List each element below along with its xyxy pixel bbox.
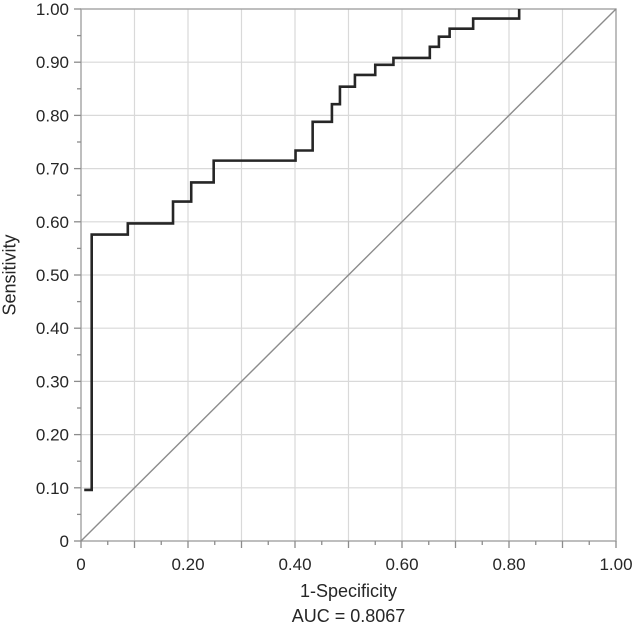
y-tick-label: 0.70 xyxy=(36,160,69,179)
y-tick-label: 1.00 xyxy=(36,0,69,19)
y-tick-label: 0.50 xyxy=(36,266,69,285)
y-tick-label: 0.10 xyxy=(36,479,69,498)
chance-diagonal-line xyxy=(80,8,617,542)
y-tick-label: 0.80 xyxy=(36,106,69,125)
x-tick-label: 0.60 xyxy=(385,555,418,574)
roc-curve-line xyxy=(84,9,521,492)
x-tick-label: 0 xyxy=(76,555,85,574)
x-axis-title: 1-Specificity xyxy=(299,581,398,601)
y-axis-title: Sensitivity xyxy=(0,234,20,316)
x-tick-label: 0.20 xyxy=(171,555,204,574)
y-tick-label: 0.20 xyxy=(36,426,69,445)
x-tick-label: 0.40 xyxy=(278,555,311,574)
y-tick-label: 0.40 xyxy=(36,319,69,338)
x-tick-label: 0.80 xyxy=(492,555,525,574)
auc-annotation: AUC = 0.8067 xyxy=(291,606,406,626)
y-tick-label: 0.30 xyxy=(36,372,69,391)
y-tick-label: 0.90 xyxy=(36,53,69,72)
y-tick-label: 0 xyxy=(60,532,69,551)
y-tick-label: 0.60 xyxy=(36,213,69,232)
x-tick-label: 1.00 xyxy=(599,555,632,574)
